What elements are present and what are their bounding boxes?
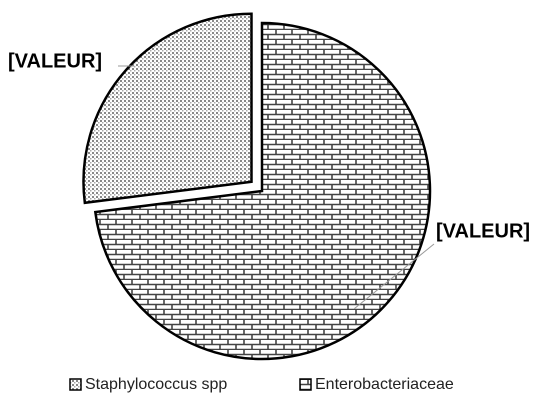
data-label: [VALEUR] — [436, 220, 530, 242]
legend-swatch — [299, 378, 312, 391]
pie-slice — [93, 21, 432, 361]
legend-label: Enterobacteriaceae — [315, 376, 454, 393]
leader-line — [353, 243, 435, 310]
data-label: [VALEUR] — [8, 50, 102, 72]
legend-label: Staphylococcus spp — [85, 376, 227, 393]
legend-swatch — [69, 378, 82, 391]
pie-slice — [82, 12, 253, 205]
